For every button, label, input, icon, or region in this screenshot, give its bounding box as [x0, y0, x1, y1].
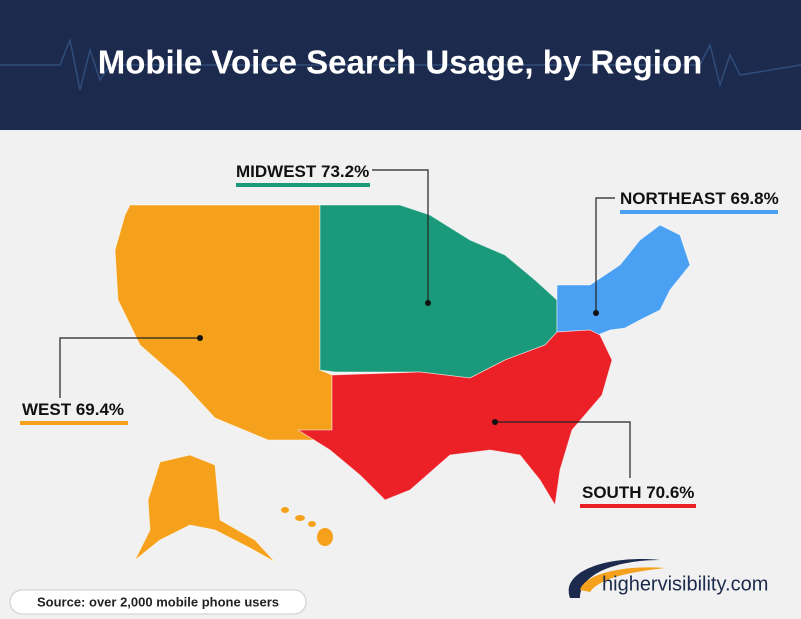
source-pill [9, 589, 307, 615]
source: Source: over 2,000 mobile phone users [37, 594, 279, 609]
label-underline [20, 421, 128, 425]
island [295, 515, 305, 521]
label-underline [620, 210, 778, 214]
leader-dot [492, 419, 498, 425]
leader-line [495, 421, 631, 478]
logo-swoosh [568, 559, 660, 598]
logo-text: highervisibility.com [602, 573, 768, 595]
alaska [134, 454, 276, 563]
region-label: MIDWEST 73.2% [236, 162, 369, 181]
island [281, 507, 289, 513]
region-label: WEST 69.4% [22, 400, 124, 419]
sound-wave [0, 37, 801, 91]
logo-swoosh [580, 567, 665, 592]
leader-line [59, 337, 200, 398]
region-south [296, 329, 613, 507]
region-label: NORTHEAST 69.8% [620, 189, 779, 208]
label-underline [236, 183, 370, 187]
island [308, 521, 316, 527]
title: Mobile Voice Search Usage, by Region [98, 44, 703, 81]
region-label: SOUTH 70.6% [582, 483, 694, 502]
leader-line [372, 169, 429, 303]
leader-line [595, 197, 615, 313]
leader-dot [593, 310, 599, 316]
label-underline [580, 504, 696, 508]
hawaii [281, 507, 333, 546]
leader-dot [425, 300, 431, 306]
island [317, 528, 333, 546]
leader-dot [197, 335, 203, 341]
